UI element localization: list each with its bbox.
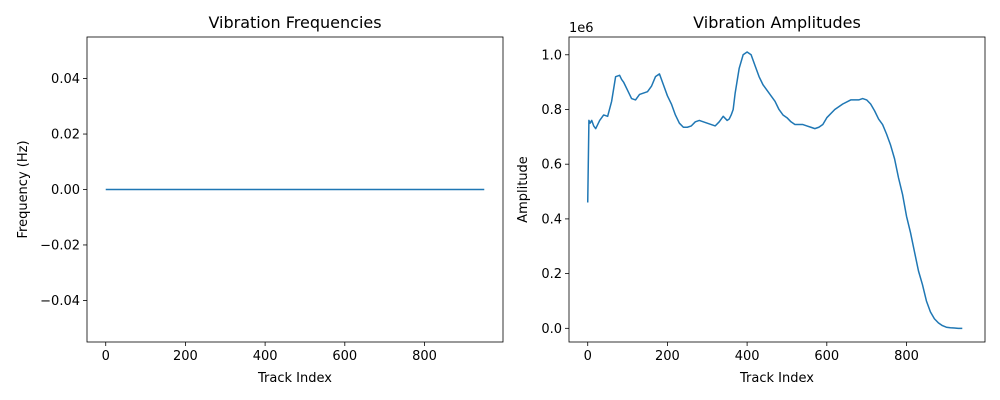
y-tick-label: 1.0 — [541, 48, 562, 63]
y-axis-label: Frequency (Hz) — [16, 140, 31, 238]
chart-1: 0 200 400 600 800 −0.04 −0.02 0.00 0.02 0.04 Vibra… — [16, 13, 504, 386]
y-tick-label: 0.04 — [51, 72, 80, 87]
x-tick-label: 0 — [102, 349, 110, 364]
x-tick-label: 400 — [735, 349, 760, 364]
x-tick-label: 600 — [332, 349, 357, 364]
y-axis-label: Amplitude — [516, 156, 531, 223]
y-offset-text: 1e6 — [569, 21, 594, 36]
x-tick-label: 800 — [894, 349, 919, 364]
y-tick-label: 0.4 — [541, 212, 562, 227]
axes-frame — [568, 36, 986, 343]
x-tick-label: 800 — [412, 349, 437, 364]
chart-title: Vibration Amplitudes — [693, 13, 861, 32]
y-tick-label: −0.02 — [40, 238, 80, 253]
series-line-1 — [586, 51, 963, 330]
chart-2: 0 200 400 600 800 0.0 0.2 0.4 0.6 0.8 1.0 Vibration… — [516, 13, 986, 386]
y-tick-label: 0.8 — [541, 103, 562, 118]
y-tick-label: 0.2 — [541, 267, 562, 282]
x-tick-label: 400 — [253, 349, 278, 364]
x-axis-label: Track Index — [257, 371, 332, 386]
y-tick-label: 0.00 — [51, 183, 80, 198]
x-tick-label: 0 — [584, 349, 592, 364]
y-tick-label: 0.02 — [51, 128, 80, 143]
x-axis-label: Track Index — [739, 371, 814, 386]
y-tick-label: 0.0 — [541, 322, 562, 337]
x-tick-label: 600 — [814, 349, 839, 364]
y-tick-label: 0.6 — [541, 158, 562, 173]
x-tick-label: 200 — [173, 349, 198, 364]
chart-title: Vibration Frequencies — [208, 13, 381, 32]
x-tick-label: 200 — [655, 349, 680, 364]
y-tick-label: −0.04 — [40, 294, 80, 309]
